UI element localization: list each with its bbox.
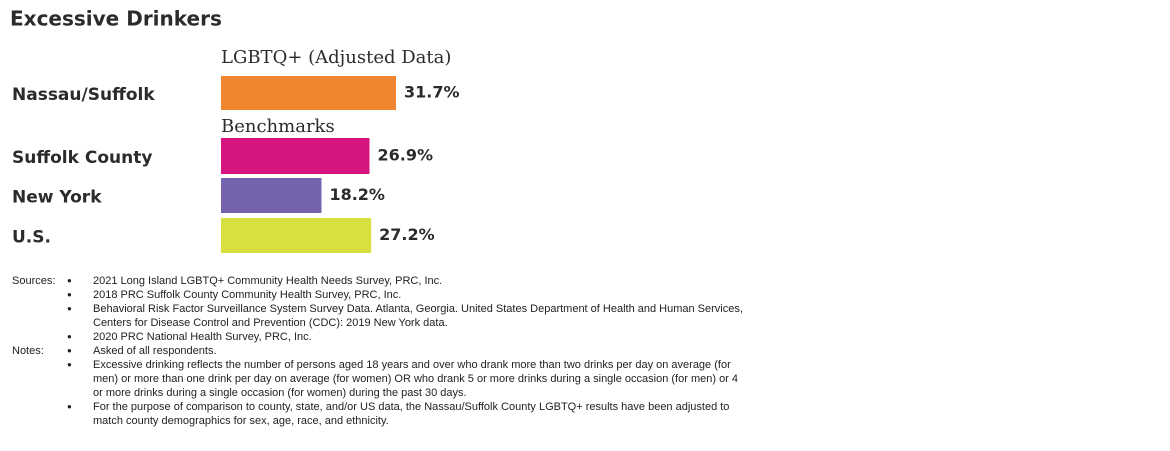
value-label: 27.2% xyxy=(379,225,435,244)
footnote-text: 2021 Long Island LGBTQ+ Community Health… xyxy=(93,275,443,287)
value-label: 26.9% xyxy=(377,146,433,165)
bullet: ● xyxy=(67,360,72,369)
value-label: 18.2% xyxy=(329,185,385,204)
footnote-heading xyxy=(12,288,67,302)
bar xyxy=(221,178,322,213)
footnote-text: Asked of all respondents. xyxy=(93,345,217,357)
footnote-heading xyxy=(12,358,67,400)
footnotes: Sources: ● 2021 Long Island LGBTQ+ Communi… xyxy=(12,274,743,428)
footnote-heading xyxy=(12,302,67,330)
chart: Excessive Drinkers LGBTQ+ (Adjusted Data… xyxy=(10,7,460,253)
group-label: LGBTQ+ (Adjusted Data) xyxy=(221,47,451,68)
bullet: ● xyxy=(67,290,72,299)
footnote-text: 2020 PRC National Health Survey, PRC, In… xyxy=(93,331,312,343)
footnote-row: Sources: ● 2021 Long Island LGBTQ+ Communi… xyxy=(12,274,743,288)
category-label: Suffolk County xyxy=(12,148,152,168)
category-label: Nassau/Suffolk xyxy=(12,85,155,105)
bullet: ● xyxy=(67,304,72,313)
footnote-text: Excessive drinking reflects the number o… xyxy=(93,359,739,399)
bullet: ● xyxy=(67,332,72,341)
footnote-row: ● Excessive drinking reflects the number … xyxy=(12,358,743,400)
category-label: U.S. xyxy=(12,228,51,248)
footnote-row: ● For the purpose of comparison to county… xyxy=(12,400,743,428)
bar xyxy=(221,76,396,110)
bullet: ● xyxy=(67,346,72,355)
footnote-heading: Sources: xyxy=(12,275,56,287)
footnote-text: Behavioral Risk Factor Surveillance Syst… xyxy=(93,303,743,329)
category-label: New York xyxy=(12,188,102,208)
group-label: Benchmarks xyxy=(221,116,335,137)
footnote-heading xyxy=(12,400,67,428)
bullet: ● xyxy=(67,276,72,285)
footnote-heading: Notes: xyxy=(12,345,44,357)
value-label: 31.7% xyxy=(404,83,460,102)
footnote-row: Notes: ● Asked of all respondents. xyxy=(12,344,743,358)
bar xyxy=(221,218,372,253)
footnote-row: ● 2018 PRC Suffolk County Community Healt… xyxy=(12,288,743,302)
footnote-text: 2018 PRC Suffolk County Community Health… xyxy=(93,289,402,301)
footnote-heading xyxy=(12,330,67,344)
chart-title: Excessive Drinkers xyxy=(10,7,222,31)
footnote-text: For the purpose of comparison to county,… xyxy=(93,401,730,427)
footnote-row: ● 2020 PRC National Health Survey, PRC, I… xyxy=(12,330,743,344)
footnote-row: ● Behavioral Risk Factor Surveillance Sys… xyxy=(12,302,743,330)
bullet: ● xyxy=(67,402,72,411)
bar xyxy=(221,138,370,174)
